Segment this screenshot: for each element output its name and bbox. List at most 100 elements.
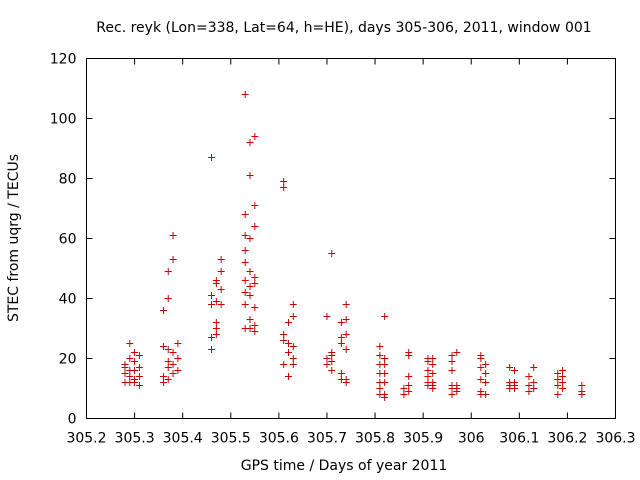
y-tick-label: 80 [59,172,77,188]
data-point [251,133,259,140]
data-point [525,382,533,389]
data-point [477,364,485,371]
x-axis-label: GPS time / Days of year 2011 [241,458,448,474]
data-point [164,364,172,371]
data-point [284,373,292,380]
data-point [164,268,172,275]
data-point [328,349,336,356]
data-point [126,373,134,380]
y-tick-label: 120 [50,52,77,68]
data-point [559,367,567,374]
data-point [448,358,456,365]
data-point [251,304,259,311]
data-point [405,349,413,356]
data-point [376,352,384,359]
data-point [131,367,139,374]
y-tick-label: 40 [59,292,77,308]
data-point [530,379,538,386]
data-point [530,385,538,392]
data-point [477,352,485,359]
data-point [126,340,134,347]
data-point [212,298,220,305]
data-point [405,382,413,389]
data-point [241,259,249,266]
data-point [251,328,259,335]
data-point [121,361,129,368]
data-point [554,376,562,383]
data-point [174,367,182,374]
data-point [482,361,490,368]
data-point [280,178,288,185]
data-point [342,331,350,338]
y-tick-label: 0 [68,412,77,428]
x-tick-label: 306.3 [595,431,635,447]
data-point [554,370,562,377]
data-point [241,232,249,239]
data-point [405,388,413,395]
data-point [342,316,350,323]
data-point [448,391,456,398]
data-point [429,379,437,386]
data-point [212,277,220,284]
data-point [477,388,485,395]
data-point [525,388,533,395]
data-point [217,256,225,263]
data-point [525,373,533,380]
x-tick-label: 305.9 [403,431,443,447]
data-point [400,391,408,398]
y-tick-label: 60 [59,232,77,248]
data-point [477,376,485,383]
data-point [241,91,249,98]
data-point [400,385,408,392]
x-tick-label: 305.4 [163,431,203,447]
data-point [559,379,567,386]
data-point [337,319,345,326]
data-point [554,391,562,398]
data-point [453,382,461,389]
data-point [323,361,331,368]
x-tick-label: 305.2 [66,431,106,447]
data-point [337,334,345,341]
data-point [246,316,254,323]
data-point [381,313,389,320]
data-point [212,325,220,332]
data-point [251,274,259,281]
data-point [169,349,177,356]
data-point [169,256,177,263]
data-point [482,391,490,398]
data-point [511,379,519,386]
chart-title: Rec. reyk (Lon=338, Lat=64, h=HE), days … [96,20,591,36]
data-point [241,247,249,254]
y-tick-label: 20 [59,352,77,368]
data-point [323,355,331,362]
data-point [246,172,254,179]
data-point [559,385,567,392]
data-point [169,232,177,239]
data-point [280,361,288,368]
data-point [429,370,437,377]
data-point [284,340,292,347]
data-point [381,355,389,362]
data-point [289,361,297,368]
data-point [174,355,182,362]
data-point [506,364,514,371]
data-point [424,373,432,380]
x-tick-label: 305.8 [355,431,395,447]
data-point [530,364,538,371]
data-point [381,379,389,386]
y-tick-label: 100 [50,112,77,128]
data-point [328,358,336,365]
plot-frame [86,58,616,419]
data-point [208,334,216,341]
data-point [342,376,350,383]
data-point [280,337,288,344]
data-point [280,331,288,338]
data-point [164,358,172,365]
x-tick-label: 305.5 [211,431,251,447]
data-points [121,91,586,401]
data-point [342,301,350,308]
data-point [381,361,389,368]
data-point [121,370,129,377]
data-point [164,346,172,353]
data-point [376,343,384,350]
